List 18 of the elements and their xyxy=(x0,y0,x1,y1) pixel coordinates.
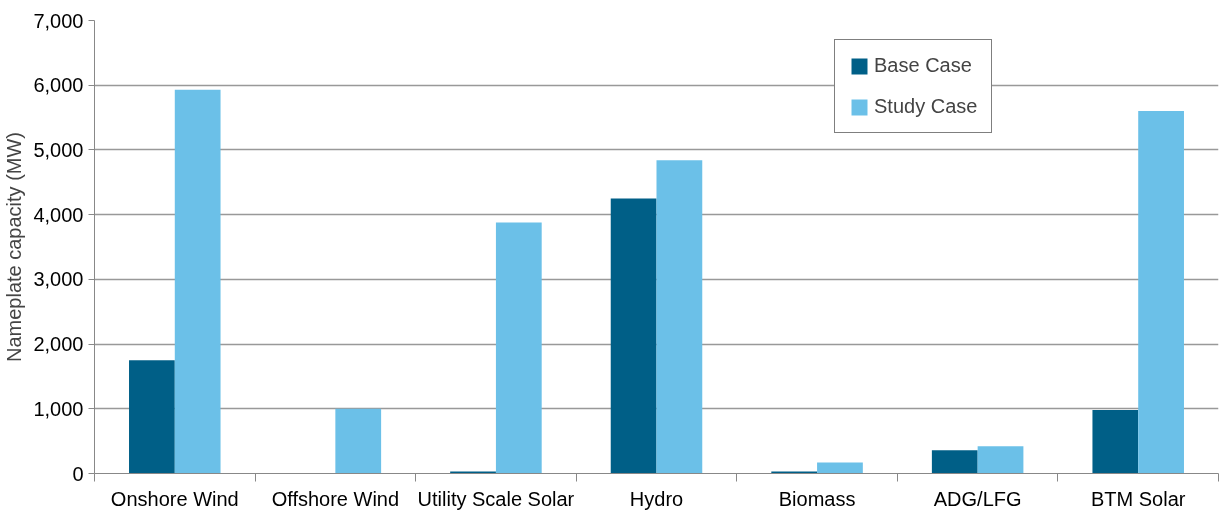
x-tick-label: Hydro xyxy=(629,487,684,510)
x-tick-label: BTM Solar xyxy=(1090,487,1186,510)
y-tick-label: 3,000 xyxy=(33,268,84,291)
y-tick-label: 1,000 xyxy=(33,397,84,420)
x-tick-label: ADG/LFG xyxy=(933,487,1022,510)
legend-label: Study Case xyxy=(874,95,978,118)
y-tick-label: 0 xyxy=(72,462,84,485)
y-tick-label: 6,000 xyxy=(33,74,84,97)
x-tick-label: Utility Scale Solar xyxy=(417,487,575,510)
y-tick-label: 7,000 xyxy=(33,9,84,32)
y-axis-title: Nameplate capacity (MW) xyxy=(3,131,26,363)
legend-label: Base Case xyxy=(874,54,972,77)
y-tick-label: 5,000 xyxy=(33,138,84,161)
y-tick-label: 4,000 xyxy=(33,203,84,226)
y-tick-label: 2,000 xyxy=(33,333,84,356)
x-tick-label: Onshore Wind xyxy=(110,487,239,510)
x-tick-label: Offshore Wind xyxy=(271,487,400,510)
x-tick-label: Biomass xyxy=(778,487,856,510)
